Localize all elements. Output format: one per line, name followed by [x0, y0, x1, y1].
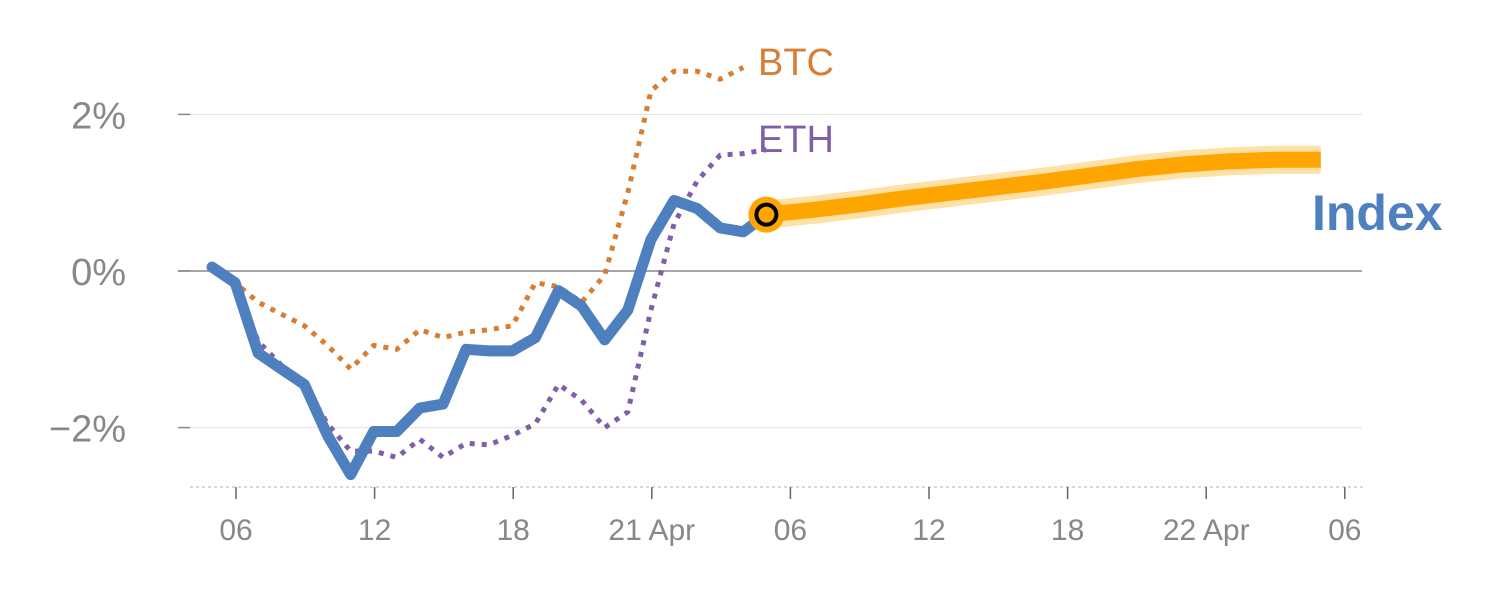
x-tick-label-4: 06: [774, 514, 807, 547]
x-tick-label-3: 21 Apr: [608, 514, 695, 547]
series-lines: [206, 65, 1321, 481]
y-tick-label-2: −2%: [49, 409, 126, 451]
series-line-index: [206, 195, 772, 481]
x-tick-label-8: 06: [1328, 514, 1361, 547]
series-line-eth: [210, 147, 767, 460]
series-label-eth: ETH: [758, 119, 834, 161]
series-line-btc: [210, 65, 745, 372]
x-tick-label-2: 18: [497, 514, 530, 547]
series-label-btc: BTC: [758, 42, 834, 84]
current-point-marker: [754, 202, 779, 227]
x-tick-label-1: 12: [358, 514, 391, 547]
x-tick-label-0: 06: [219, 514, 252, 547]
series-line-index-forecast: [765, 151, 1321, 223]
x-tick-label-7: 22 Apr: [1163, 514, 1250, 547]
axes: 2% 0% −2% 06 12 18 21 Apr 06 12 18 22 Apr 06: [49, 95, 1366, 547]
series-labels: BTC ETH Index: [758, 42, 1443, 241]
series-label-index: Index: [1312, 185, 1443, 241]
x-tick-label-6: 18: [1051, 514, 1084, 547]
y-tick-label-0: 2%: [71, 95, 126, 137]
y-tick-label-1: 0%: [71, 252, 126, 294]
x-tick-label-5: 12: [912, 514, 945, 547]
